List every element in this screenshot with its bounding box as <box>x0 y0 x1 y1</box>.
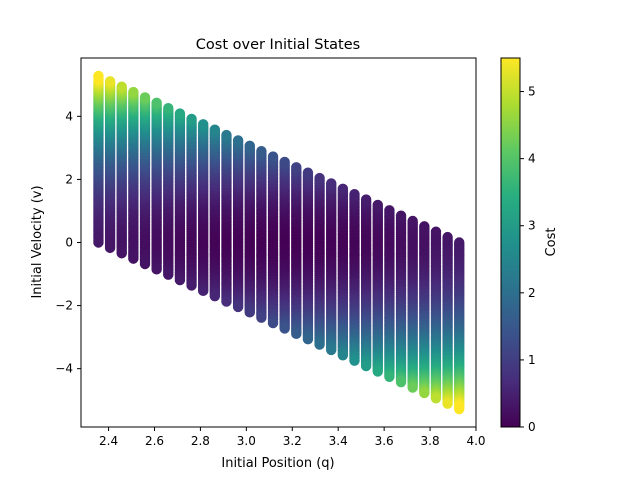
x-tick-label: 4.0 <box>466 434 485 448</box>
colorbar-tick-label: 3 <box>528 219 536 233</box>
data-point <box>151 264 162 275</box>
data-point <box>104 76 116 87</box>
x-axis: 2.4 2.6 2.8 3.0 3.2 3.4 3.6 3.8 4.0 <box>99 427 486 448</box>
data-point <box>128 253 139 264</box>
data-point <box>279 323 290 334</box>
data-point <box>163 269 174 280</box>
colorbar-axis: 0 1 2 3 4 5 <box>520 85 536 434</box>
data-point <box>174 108 186 119</box>
data-point <box>139 92 151 103</box>
colorbar-tick-label: 5 <box>528 85 536 99</box>
data-point <box>151 97 162 109</box>
data-point <box>256 145 267 157</box>
colorbar-tick-label: 0 <box>528 420 536 434</box>
data-point <box>337 350 349 361</box>
data-point <box>384 205 395 216</box>
data-point <box>326 178 337 189</box>
data-point <box>395 376 407 388</box>
data-point <box>302 333 314 345</box>
data-point <box>291 162 302 173</box>
colorbar <box>500 57 521 428</box>
data-point <box>314 172 325 184</box>
x-tick-label: 3.6 <box>375 434 394 448</box>
data-point <box>407 215 418 227</box>
data-point <box>349 355 360 366</box>
y-tick-label: −4 <box>55 362 73 376</box>
data-point <box>430 226 442 237</box>
y-tick-label: −2 <box>55 299 73 313</box>
data-point <box>221 296 232 307</box>
data-point <box>291 328 302 340</box>
data-point <box>198 285 209 297</box>
data-point <box>256 312 267 323</box>
data-point <box>302 167 314 178</box>
data-point <box>267 317 279 329</box>
data-point <box>209 291 221 302</box>
x-tick-label: 3.2 <box>283 434 302 448</box>
data-point <box>209 124 221 135</box>
data-point <box>314 339 325 350</box>
colorbar-tick-label: 1 <box>528 353 536 367</box>
data-point <box>419 221 430 232</box>
data-point <box>326 344 337 356</box>
data-point <box>442 398 453 409</box>
data-point <box>372 366 383 377</box>
y-axis: 4 2 0 −2 −4 <box>55 109 81 376</box>
data-point <box>104 242 116 254</box>
data-point <box>244 307 255 318</box>
y-axis-label: Initial Velocity (v) <box>30 185 45 298</box>
x-tick-label: 3.0 <box>237 434 256 448</box>
data-point <box>419 387 430 399</box>
colorbar-tick-label: 2 <box>528 286 536 300</box>
y-tick-label: 0 <box>65 236 73 250</box>
data-point <box>93 70 104 82</box>
data-point <box>198 119 209 130</box>
colorbar-label: Cost <box>544 228 559 257</box>
data-point <box>232 135 244 146</box>
data-point <box>116 81 127 92</box>
data-point <box>244 140 255 152</box>
x-axis-label: Initial Position (q) <box>221 456 334 471</box>
x-tick-label: 2.8 <box>191 434 210 448</box>
data-point <box>407 382 418 393</box>
data-point <box>360 360 372 372</box>
x-tick-label: 3.8 <box>421 434 440 448</box>
data-point <box>372 199 383 211</box>
data-point <box>163 103 174 114</box>
data-point <box>442 231 453 243</box>
x-tick-label: 3.4 <box>329 434 348 448</box>
data-point <box>128 86 139 98</box>
data-point <box>174 274 186 286</box>
x-tick-label: 2.6 <box>145 434 164 448</box>
data-point <box>384 371 395 382</box>
data-point <box>116 248 127 259</box>
data-point <box>349 188 360 200</box>
data-point <box>395 210 407 221</box>
colorbar-tick-label: 4 <box>528 152 536 166</box>
data-points <box>93 70 465 415</box>
data-point <box>139 258 151 270</box>
data-point <box>186 280 197 291</box>
data-point <box>232 301 244 313</box>
y-tick-label: 2 <box>65 172 73 186</box>
y-tick-label: 4 <box>65 109 73 123</box>
data-point <box>337 183 349 194</box>
data-point <box>430 393 442 404</box>
data-point <box>186 113 197 125</box>
x-tick-label: 2.4 <box>99 434 118 448</box>
data-point <box>454 403 465 415</box>
data-point <box>360 194 372 205</box>
data-point <box>267 151 279 162</box>
chart-title: Cost over Initial States <box>196 37 360 53</box>
data-point <box>221 129 232 141</box>
data-point <box>279 156 290 168</box>
